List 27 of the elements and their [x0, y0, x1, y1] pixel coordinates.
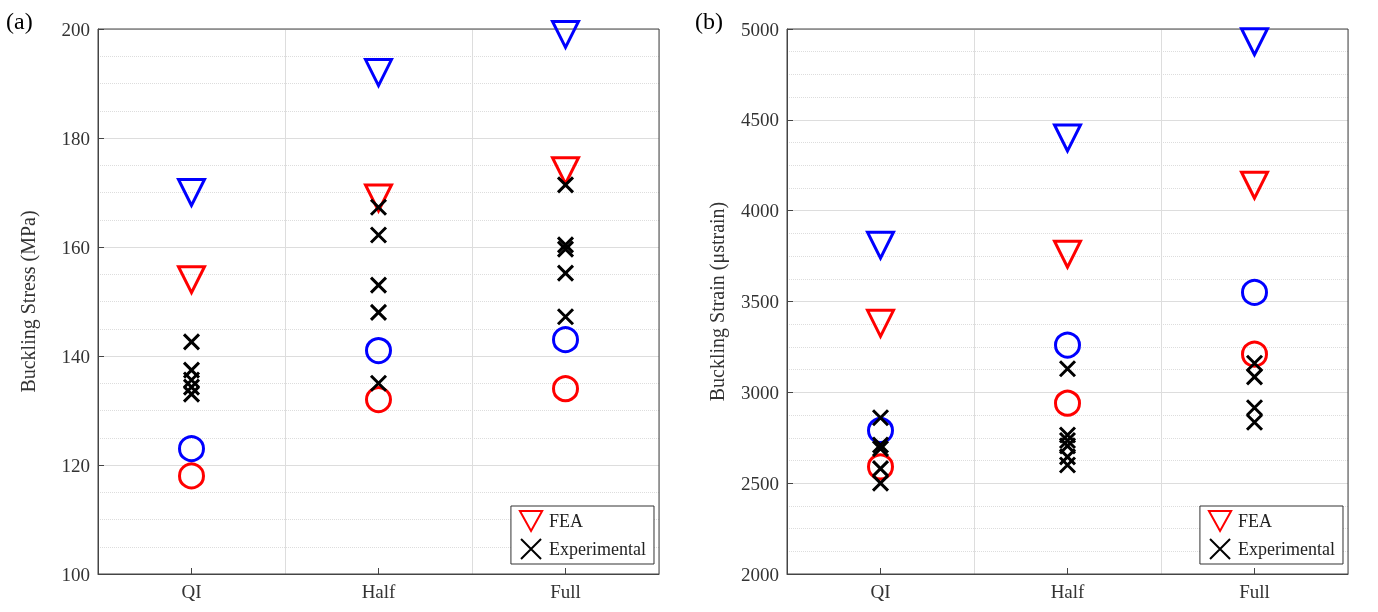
text: (b) [695, 8, 723, 35]
y-tick-label: 3000 [741, 381, 779, 403]
y-tick-label: 2000 [741, 563, 779, 585]
x-tick-label: Full [550, 581, 581, 602]
y-tick-label: 200 [61, 18, 90, 40]
y-tick-label: 2500 [741, 472, 779, 494]
x-tick-label: Full [1239, 581, 1270, 602]
y-tick-label: 4500 [741, 109, 779, 131]
legend-label: FEA [1238, 511, 1273, 531]
legend-label: Experimental [1238, 539, 1336, 559]
y-axis-title: Buckling Stress (MPa) [17, 210, 40, 393]
x-tick-label: QI [181, 581, 202, 602]
y-tick-label: 180 [61, 127, 90, 149]
y-tick-label: 140 [61, 345, 90, 367]
y-tick-label: 3500 [741, 291, 779, 312]
y-tick-label: 120 [61, 454, 90, 476]
y-axis-title: Buckling Strain (μstrain) [706, 201, 729, 402]
y-tick-label: 100 [61, 563, 90, 585]
y-tick-label: 5000 [741, 18, 779, 40]
text: (a) [6, 8, 33, 35]
y-tick-label: 160 [61, 236, 90, 258]
legend-label: Experimental [549, 539, 647, 559]
legend-label: FEA [549, 511, 584, 531]
x-tick-label: Half [361, 581, 397, 602]
x-tick-label: Half [1050, 581, 1086, 602]
x-tick-label: QI [870, 581, 891, 602]
y-tick-label: 4000 [741, 200, 779, 222]
